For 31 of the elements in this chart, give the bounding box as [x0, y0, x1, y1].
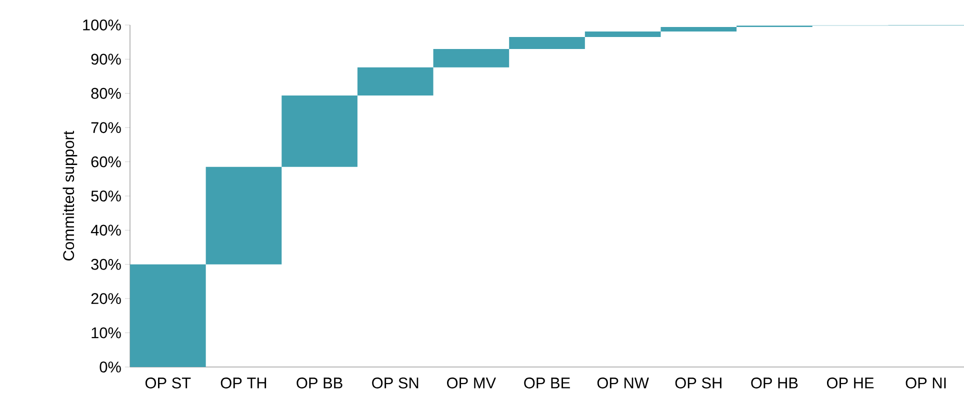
y-tick-label: 70%	[91, 122, 121, 134]
x-tick-label: OP MV	[447, 378, 496, 388]
y-tick-label: 20%	[91, 293, 121, 304]
y-tick-label: 100%	[83, 20, 121, 30]
x-tick-label: OP HB	[751, 378, 798, 388]
y-tick-label: 90%	[91, 54, 121, 65]
x-tick-label: OP SN	[372, 378, 418, 388]
bar	[660, 27, 737, 32]
y-tick-label: 30%	[91, 258, 121, 270]
x-tick-label: OP ST	[145, 378, 191, 388]
bar	[130, 264, 206, 367]
bar	[433, 48, 510, 68]
y-tick-label: 0%	[100, 362, 121, 372]
y-tick-label: 80%	[91, 88, 121, 99]
x-tick-label: OP TH	[220, 378, 266, 388]
bar	[357, 67, 434, 96]
y-tick-label: 60%	[91, 156, 121, 168]
bar	[509, 36, 585, 49]
y-tick-label: 40%	[90, 224, 121, 236]
x-tick-label: OP SH	[675, 378, 722, 388]
y-tick-label: 10%	[92, 327, 121, 338]
x-tick-label: OP NI	[906, 378, 946, 388]
x-tick-label: OP BE	[524, 378, 570, 388]
x-tick-label: OP NW	[597, 378, 649, 388]
x-tick-label: OP HE	[826, 378, 874, 388]
y-axis-title: Committed support	[62, 130, 78, 260]
bar	[584, 31, 661, 37]
y-tick-label: 50%	[91, 190, 121, 202]
bar	[282, 95, 358, 167]
bar	[206, 166, 282, 264]
x-tick-label: OP BB	[296, 378, 342, 388]
